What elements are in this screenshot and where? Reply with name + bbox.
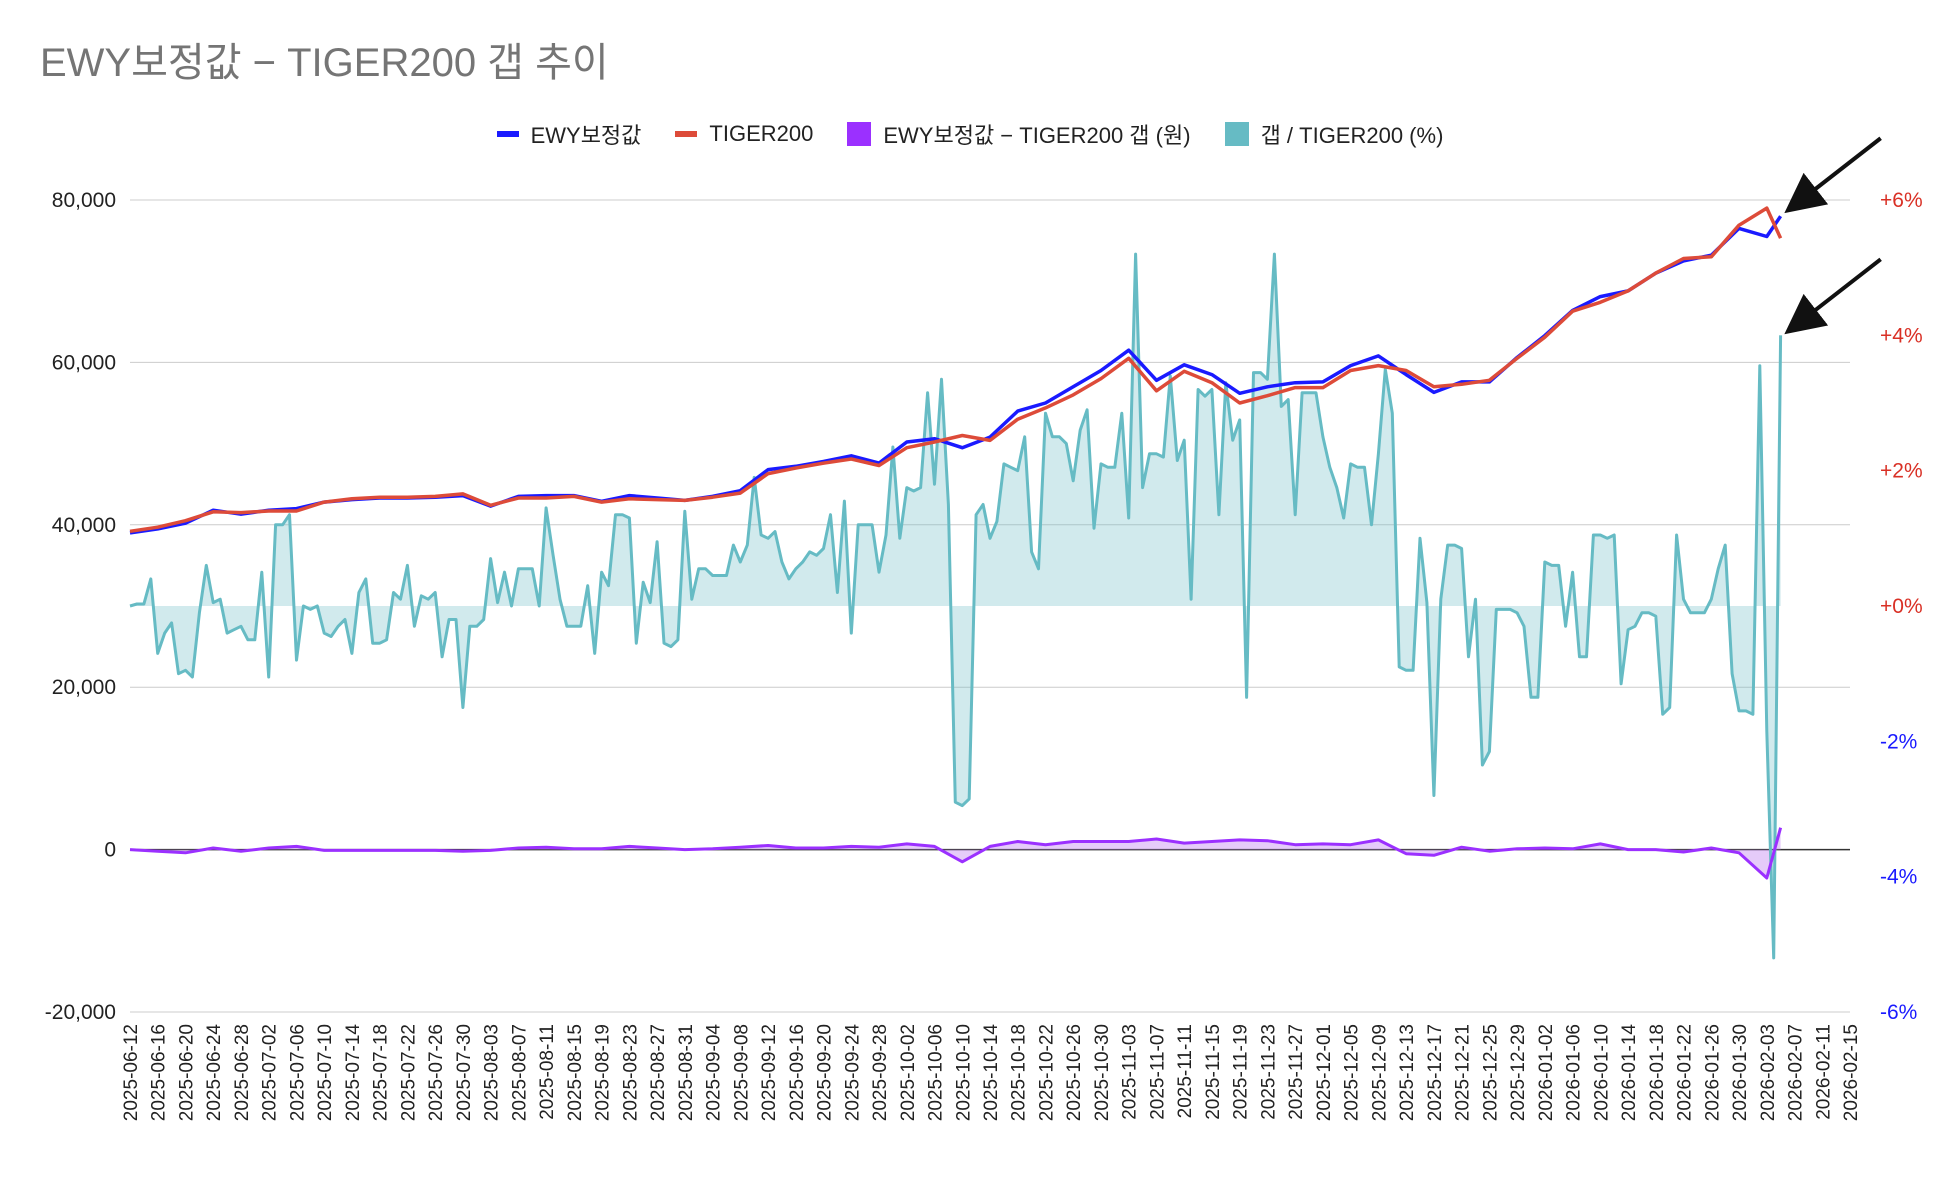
x-tick-label: 2025-09-28	[870, 1024, 891, 1121]
legend-swatch	[496, 131, 519, 137]
x-tick-label: 2025-08-07	[509, 1024, 530, 1121]
legend-label: 갭 / TIGER200 (%)	[1260, 123, 1444, 148]
x-tick-label: 2025-11-11	[1175, 1024, 1196, 1118]
y-tick-label-right: +4%	[1880, 324, 1923, 347]
x-tick-label: 2025-06-12	[121, 1024, 142, 1121]
y-tick-label-right: +0%	[1880, 595, 1923, 618]
legend-label: EWY보정값 − TIGER200 갭 (원)	[883, 123, 1191, 148]
gap-won-area	[130, 827, 1781, 878]
legend-swatch	[675, 131, 698, 137]
y-tick-label-left: 60,000	[52, 351, 116, 374]
tiger200-line	[129, 206, 1783, 534]
x-tick-label: 2025-12-29	[1508, 1024, 1529, 1121]
x-tick-label: 2026-01-10	[1591, 1024, 1612, 1121]
gap-pct-line	[129, 252, 1783, 960]
legend-item: TIGER200	[675, 118, 813, 150]
legend-swatch	[1224, 122, 1249, 146]
x-tick-label: 2025-08-03	[482, 1024, 503, 1121]
annotation-arrow	[1784, 257, 1882, 335]
y-tick-label-right: +2%	[1880, 460, 1923, 483]
x-tick-label: 2025-07-18	[371, 1024, 392, 1121]
gap-pct-area	[130, 254, 1781, 958]
x-tick-label: 2026-02-07	[1786, 1024, 1807, 1121]
x-tick-label: 2025-06-16	[149, 1024, 170, 1121]
legend: EWY보정값 TIGER200 EWY보정값 − TIGER200 갭 (원) 갭 /…	[0, 118, 1940, 150]
x-tick-label: 2025-07-14	[343, 1024, 364, 1122]
x-tick-label: 2025-11-23	[1258, 1024, 1279, 1120]
x-tick-label: 2026-02-11	[1813, 1024, 1834, 1120]
x-tick-label: 2026-01-26	[1702, 1024, 1723, 1121]
x-tick-label: 2025-08-19	[593, 1024, 614, 1121]
x-tick-label: 2026-02-15	[1841, 1024, 1862, 1121]
x-tick-label: 2025-08-15	[565, 1024, 586, 1121]
x-tick-label: 2026-01-14	[1619, 1024, 1640, 1122]
x-tick-label: 2025-06-28	[232, 1024, 253, 1121]
x-tick-label: 2025-11-03	[1120, 1024, 1141, 1120]
x-tick-label: 2026-01-22	[1675, 1024, 1696, 1121]
x-tick-label: 2025-07-30	[454, 1024, 475, 1121]
y-tick-label-left: 0	[104, 839, 116, 862]
x-tick-label: 2025-10-22	[1036, 1024, 1057, 1121]
x-tick-label: 2025-12-13	[1397, 1024, 1418, 1121]
x-tick-label: 2025-12-17	[1425, 1024, 1446, 1121]
x-tick-label: 2025-10-02	[898, 1024, 919, 1121]
x-tick-label: 2025-09-24	[842, 1024, 863, 1122]
x-tick-label: 2025-06-24	[204, 1024, 225, 1122]
x-tick-label: 2026-02-03	[1758, 1024, 1779, 1121]
x-tick-label: 2025-07-02	[260, 1024, 281, 1121]
x-tick-label: 2025-08-27	[648, 1024, 669, 1121]
x-tick-label: 2026-01-18	[1647, 1024, 1668, 1121]
x-tick-label: 2025-10-26	[1064, 1024, 1085, 1121]
ewy-line	[129, 215, 1783, 535]
y-tick-label-right: -6%	[1880, 1001, 1917, 1024]
x-tick-label: 2025-09-12	[759, 1024, 780, 1121]
x-tick-label: 2025-07-06	[287, 1024, 308, 1121]
x-tick-label: 2025-06-20	[176, 1024, 197, 1121]
gap-won-line	[129, 827, 1783, 880]
legend-item: EWY보정값 − TIGER200 갭 (원)	[847, 118, 1191, 150]
x-tick-label: 2026-01-02	[1536, 1024, 1557, 1121]
legend-swatch	[847, 122, 872, 146]
x-tick-label: 2025-10-10	[953, 1024, 974, 1121]
y-tick-label-right: +6%	[1880, 189, 1923, 212]
x-tick-label: 2025-07-26	[426, 1024, 447, 1121]
y-tick-label-left: 80,000	[52, 189, 116, 212]
x-tick-label: 2025-09-08	[731, 1024, 752, 1121]
x-tick-label: 2025-11-15	[1203, 1024, 1224, 1120]
x-tick-label: 2025-08-11	[537, 1024, 558, 1120]
x-tick-label: 2025-08-23	[620, 1024, 641, 1121]
x-tick-label: 2025-12-25	[1480, 1024, 1501, 1121]
x-tick-label: 2025-09-20	[815, 1024, 836, 1121]
x-tick-label: 2025-11-07	[1147, 1024, 1168, 1120]
x-tick-label: 2025-08-31	[676, 1024, 697, 1121]
x-tick-label: 2025-12-01	[1314, 1024, 1335, 1121]
x-tick-label: 2025-07-10	[315, 1024, 336, 1121]
x-tick-label: 2025-10-06	[926, 1024, 947, 1121]
legend-label: TIGER200	[709, 121, 814, 146]
x-tick-label: 2025-12-21	[1453, 1024, 1474, 1121]
x-tick-label: 2026-01-30	[1730, 1024, 1751, 1121]
y-tick-label-right: -2%	[1880, 730, 1917, 753]
legend-item: EWY보정값	[496, 118, 642, 150]
legend-item: 갭 / TIGER200 (%)	[1224, 118, 1444, 150]
x-tick-label: 2025-10-30	[1092, 1024, 1113, 1121]
x-tick-label: 2025-11-19	[1231, 1024, 1252, 1120]
x-tick-label: 2025-10-14	[981, 1024, 1002, 1122]
x-tick-label: 2025-07-22	[398, 1024, 419, 1121]
annotation-arrow	[1784, 136, 1882, 214]
x-tick-label: 2025-09-16	[787, 1024, 808, 1121]
legend-label: EWY보정값	[530, 123, 642, 148]
x-tick-label: 2025-12-05	[1342, 1024, 1363, 1121]
x-tick-label: 2025-10-18	[1009, 1024, 1030, 1121]
x-tick-label: 2026-01-06	[1564, 1024, 1585, 1121]
x-tick-label: 2025-09-04	[704, 1024, 725, 1122]
y-tick-label-left: 40,000	[52, 514, 116, 537]
chart-title: EWY보정값 − TIGER200 갭 추이	[40, 41, 609, 85]
x-tick-label: 2025-12-09	[1369, 1024, 1390, 1121]
y-tick-label-left: -20,000	[45, 1001, 116, 1024]
x-tick-label: 2025-11-27	[1286, 1024, 1307, 1120]
y-tick-label-right: -4%	[1880, 866, 1917, 889]
y-tick-label-left: 20,000	[52, 676, 116, 699]
